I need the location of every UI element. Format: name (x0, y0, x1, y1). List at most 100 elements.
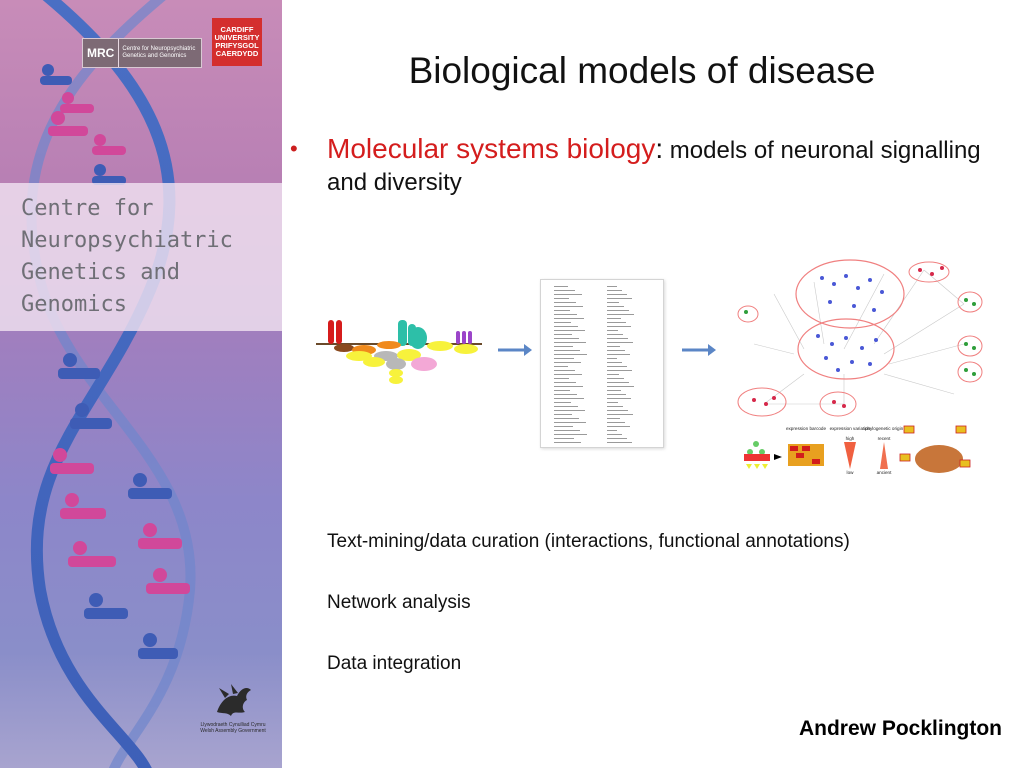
list-line (554, 310, 570, 311)
list-line (554, 442, 581, 443)
bullet-text: Molecular systems biology: models of neu… (327, 133, 997, 199)
slide-title: Biological models of disease (408, 50, 876, 91)
list-line (607, 382, 629, 383)
list-line (554, 402, 571, 403)
list-line (607, 298, 632, 299)
list-line (607, 286, 617, 287)
list-line (554, 410, 585, 411)
network-analysis-figure: expression barcode expression variation … (734, 254, 984, 482)
list-line (607, 390, 621, 391)
welsh-government-logo: Llywodraeth Cynulliad Cymru Welsh Assemb… (196, 682, 270, 734)
list-line (554, 418, 579, 419)
list-line (554, 386, 583, 387)
list-line (607, 310, 629, 311)
list-line (554, 382, 576, 383)
list-line (607, 402, 618, 403)
label-ancient: ancient (877, 470, 893, 475)
bullet-icon: • (290, 136, 298, 161)
mrc-logo: MRC Centre for Neuropsychiatric Genetics… (82, 38, 202, 68)
signalling-complex-diagram (316, 320, 482, 384)
sidebar-banner: MRC Centre for Neuropsychiatric Genetics… (0, 0, 282, 768)
list-line (554, 438, 574, 439)
list-line (554, 322, 571, 323)
list-line (607, 378, 624, 379)
bullet-highlight: Molecular systems biology (327, 133, 656, 164)
label-expression-variation: expression variation (830, 426, 871, 431)
list-line (607, 346, 620, 347)
bullet-rest: models of neuronal signalling and divers… (327, 137, 981, 196)
list-line (554, 434, 587, 435)
list-line (554, 342, 586, 343)
welsh-dragon-icon (217, 684, 251, 716)
list-line (607, 414, 633, 415)
list-line (554, 414, 572, 415)
list-line (607, 430, 617, 431)
mrc-mark: MRC (83, 39, 120, 67)
welsh-gov-line: Welsh Assembly Government (200, 728, 266, 734)
list-line (554, 422, 586, 423)
mrc-logo-text: Centre for Neuropsychiatric Genetics and… (122, 46, 196, 59)
cardiff-logo-line: CARDIFF (220, 25, 254, 34)
list-line (607, 438, 627, 439)
list-line (554, 394, 577, 395)
bullet-colon: : (655, 133, 664, 164)
label-low: low (847, 470, 855, 475)
list-line (554, 406, 578, 407)
list-line (607, 422, 625, 423)
curated-gene-list (540, 279, 664, 448)
label-phylogenetic-origin: phylogenetic origin (865, 426, 904, 431)
author-name: Andrew Pocklington (798, 717, 1002, 740)
cardiff-logo-line: PRIFYSGOL (215, 41, 259, 50)
list-line (607, 290, 622, 291)
note-network-analysis: Network analysis (327, 592, 471, 613)
list-line (607, 366, 627, 367)
list-line (554, 430, 580, 431)
list-line (607, 334, 623, 335)
list-line (607, 362, 622, 363)
list-line (607, 418, 620, 419)
list-line (607, 354, 630, 355)
cardiff-logo-line: UNIVERSITY (214, 33, 260, 42)
list-line (607, 350, 625, 351)
list-line (607, 342, 633, 343)
list-line (554, 358, 574, 359)
list-line (554, 390, 570, 391)
list-line (607, 394, 626, 395)
list-line (554, 330, 585, 331)
label-high: high (846, 436, 855, 441)
list-line (607, 410, 628, 411)
list-line (607, 434, 622, 435)
list-line (554, 298, 569, 299)
list-line (554, 366, 568, 367)
list-line (554, 338, 579, 339)
list-line (554, 334, 572, 335)
list-line (554, 374, 582, 375)
list-line (607, 322, 626, 323)
list-line (607, 398, 631, 399)
list-line (607, 326, 631, 327)
list-line (554, 362, 581, 363)
centre-name-band (0, 183, 282, 331)
list-line (607, 338, 628, 339)
label-recent: recent (878, 436, 891, 441)
list-line (554, 378, 569, 379)
list-line (607, 330, 618, 331)
list-line (607, 374, 619, 375)
list-line (607, 358, 617, 359)
list-line (554, 294, 582, 295)
list-line (554, 346, 573, 347)
list-line (554, 354, 587, 355)
arrow-right-icon (682, 344, 716, 356)
centre-name: Centre for Neuropsychiatric Genetics and… (21, 196, 233, 317)
welsh-gov-line: Llywodraeth Cynulliad Cymru (200, 722, 266, 728)
label-expression-barcode: expression barcode (786, 426, 827, 431)
list-line (554, 370, 575, 371)
list-line (607, 426, 630, 427)
list-line (607, 442, 632, 443)
cardiff-logo-line: CAERDYDD (215, 49, 259, 58)
list-line (607, 406, 623, 407)
list-line (554, 398, 584, 399)
arrow-right-icon (498, 344, 532, 356)
list-line (554, 326, 578, 327)
list-line (607, 306, 624, 307)
